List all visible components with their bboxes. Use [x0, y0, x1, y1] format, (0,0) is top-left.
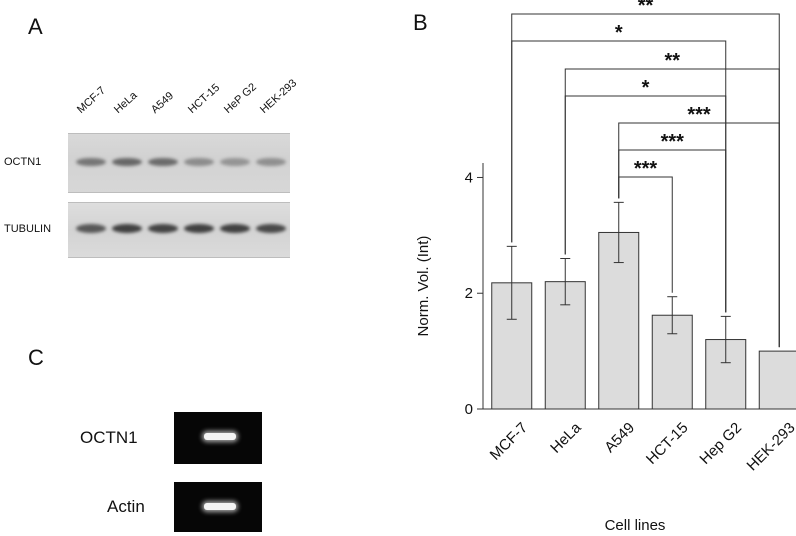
significance-label: **: [664, 50, 680, 72]
gel-band: [204, 433, 236, 440]
blot-band: [76, 158, 106, 166]
x-axis-label: Cell lines: [605, 517, 666, 534]
significance-label: ***: [661, 131, 685, 153]
blot-band: [256, 158, 286, 166]
blot-band: [256, 224, 286, 233]
gel-band: [204, 503, 236, 510]
gel-row-label-octn1: OCTN1: [80, 428, 138, 447]
category-label: HeLa: [547, 419, 585, 457]
blot-band: [220, 224, 250, 233]
panel-label-b: B: [413, 10, 428, 35]
significance-label: *: [615, 22, 623, 44]
significance-bracket: [564, 95, 727, 313]
bar: [491, 282, 533, 410]
blot-strip-tubulin: [68, 202, 290, 258]
blot-band: [112, 158, 142, 166]
y-tick-label: 4: [465, 169, 473, 186]
blot-band: [184, 224, 214, 233]
category-label: Hep G2: [696, 419, 745, 468]
significance-label: **: [638, 0, 654, 17]
category-label: HEK-293: [743, 419, 796, 474]
gel-row-label-actin: Actin: [107, 497, 145, 516]
significance-label: *: [642, 77, 650, 99]
panel-label-a: A: [28, 14, 43, 39]
blot-band: [148, 224, 178, 233]
significance-label: ***: [634, 158, 658, 180]
y-tick-label: 2: [465, 285, 473, 302]
blot-band: [112, 224, 142, 233]
bar: [758, 350, 796, 410]
category-label: A549: [601, 419, 638, 456]
blot-row-label-octn1: OCTN1: [4, 156, 42, 168]
blot-row-label-tubulin: TUBULIN: [4, 223, 52, 235]
gel-image-octn1: [174, 412, 262, 464]
blot-band: [184, 158, 214, 166]
blot-strip-octn1: [68, 133, 290, 193]
blot-band: [148, 158, 178, 166]
category-label: HCT-15: [643, 419, 692, 468]
y-tick-label: 0: [465, 401, 473, 418]
significance-bracket: [618, 122, 780, 348]
significance-label: ***: [687, 104, 711, 126]
blot-band: [220, 158, 250, 166]
significance-bracket: [618, 149, 727, 313]
bar: [651, 314, 693, 410]
y-axis-label: Norm. Vol. (Int): [415, 236, 432, 337]
blot-band: [76, 224, 106, 233]
category-label: MCF-7: [487, 419, 531, 463]
panel-label-c: C: [28, 345, 44, 370]
gel-image-actin: [174, 482, 262, 532]
significance-bracket: [618, 176, 673, 293]
